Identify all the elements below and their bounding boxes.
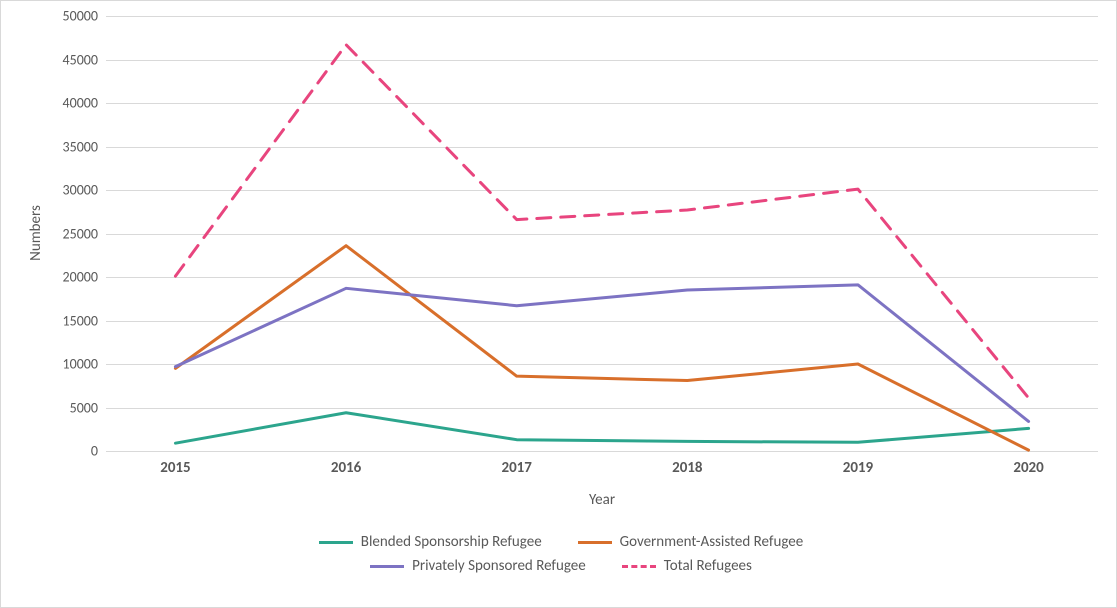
legend-swatch: [319, 541, 353, 544]
y-axis-title: Numbers: [27, 205, 45, 261]
y-tick-label: 40000: [63, 95, 106, 112]
legend-item-gov: Government-Assisted Refugee: [578, 533, 804, 551]
y-tick-label: 10000: [63, 356, 106, 373]
legend: Blended Sponsorship Refugee Government-As…: [201, 533, 921, 575]
x-tick-label: 2016: [331, 451, 361, 477]
series-layer: [106, 16, 1098, 451]
legend-swatch: [622, 565, 656, 568]
y-tick-label: 20000: [63, 269, 106, 286]
x-tick-label: 2015: [160, 451, 190, 477]
y-tick-label: 25000: [63, 225, 106, 242]
series-total: [175, 45, 1028, 398]
legend-item-total: Total Refugees: [622, 557, 752, 575]
y-tick-label: 35000: [63, 138, 106, 155]
legend-label: Blended Sponsorship Refugee: [361, 533, 542, 551]
x-tick-label: 2019: [843, 451, 873, 477]
legend-swatch: [370, 565, 404, 568]
legend-label: Total Refugees: [664, 557, 752, 575]
chart-container: 0 5000 10000 15000 20000 25000 30000 35000 40000…: [0, 0, 1117, 608]
y-tick-label: 15000: [63, 312, 106, 329]
x-tick-label: 2017: [501, 451, 531, 477]
x-axis-title: Year: [589, 491, 615, 509]
y-tick-label: 0: [91, 443, 106, 460]
y-tick-label: 50000: [63, 8, 106, 25]
legend-label: Privately Sponsored Refugee: [412, 557, 586, 575]
legend-item-blended: Blended Sponsorship Refugee: [319, 533, 542, 551]
gridline: [106, 451, 1098, 452]
x-tick-label: 2018: [672, 451, 702, 477]
y-tick-label: 45000: [63, 51, 106, 68]
y-tick-label: 5000: [70, 399, 106, 416]
legend-swatch: [578, 541, 612, 544]
x-tick-label: 2020: [1013, 451, 1043, 477]
plot-area: 0500010000150002000025000300003500040000…: [106, 16, 1098, 451]
series-blended: [175, 413, 1028, 443]
series-private: [175, 285, 1028, 422]
legend-label: Government-Assisted Refugee: [620, 533, 804, 551]
legend-item-private: Privately Sponsored Refugee: [370, 557, 586, 575]
y-tick-label: 30000: [63, 182, 106, 199]
